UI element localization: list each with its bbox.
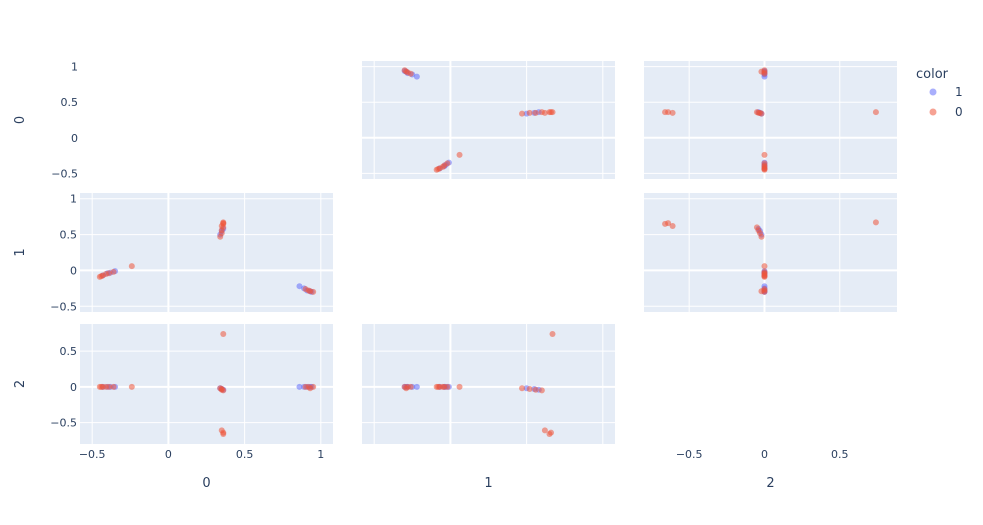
panel-0-vs-1 <box>362 61 615 179</box>
point-series-0-18-0-vs-1 <box>403 68 410 75</box>
point-series-0-18-1-vs-2 <box>758 288 765 295</box>
point-series-0-8-2-vs-1 <box>456 383 463 390</box>
point-series-0-5-2-vs-1 <box>526 386 533 392</box>
point-series-0-0-2-vs-0 <box>220 331 227 337</box>
point-series-0-14-2-vs-1 <box>433 383 440 390</box>
point-series-0-7-2-vs-1 <box>538 387 545 394</box>
point-series-1-4-1-vs-0 <box>296 283 303 290</box>
panel-0-vs-2 <box>644 61 897 179</box>
point-series-0-18-0-vs-2 <box>758 68 765 75</box>
point-series-0-14-0-vs-1 <box>433 166 440 173</box>
panels-layer <box>80 61 897 444</box>
x-tick-label-0-0: −0.5 <box>79 448 106 461</box>
legend-marker-0 <box>929 108 937 116</box>
point-series-0-8-2-vs-0 <box>128 383 135 390</box>
x-axis-title-0: 0 <box>202 476 210 491</box>
point-series-0-5-0-vs-1 <box>526 109 533 116</box>
point-series-0-2-1-vs-2 <box>662 220 669 227</box>
point-series-0-18-2-vs-0 <box>307 385 314 392</box>
y-axis-title-2: 2 <box>13 380 28 388</box>
point-series-0-8-1-vs-2 <box>761 263 768 270</box>
point-series-0-3-2-vs-1 <box>541 427 548 434</box>
x-axis-title-2: 2 <box>766 476 774 491</box>
panel-2-vs-1 <box>362 324 615 444</box>
legend: color 1 0 <box>916 67 963 119</box>
point-series-0-7-2-vs-0 <box>220 387 227 394</box>
points-layer <box>96 67 879 437</box>
y-tick-label-0-0: −0.5 <box>51 167 78 180</box>
y-tick-label-0-1: 0 <box>71 132 78 145</box>
panel-bg-0-vs-1 <box>362 61 615 179</box>
x-tick-label-2-0: −0.5 <box>676 448 703 461</box>
point-series-0-8-0-vs-1 <box>456 151 463 158</box>
y-tick-label-2-1: 0 <box>70 381 77 394</box>
point-series-0-18-2-vs-1 <box>403 385 410 392</box>
point-series-0-2-2-vs-1 <box>546 431 553 437</box>
point-series-0-14-1-vs-2 <box>761 273 768 280</box>
legend-label-1: 1 <box>955 85 963 99</box>
panel-bg-2-vs-1 <box>362 324 615 444</box>
legend-item-0[interactable]: 0 <box>929 105 963 119</box>
point-series-0-7-1-vs-2 <box>753 224 760 231</box>
point-series-0-2-0-vs-1 <box>546 109 553 116</box>
point-series-0-14-0-vs-2 <box>761 166 768 173</box>
ticks-layer: −0.5 0 0.5 1 −0.5 0 0.5 1 −0.5 0 0.5 −0.5 0 0.5 1 −0.5 0… <box>50 61 848 461</box>
point-series-0-7-1-vs-0 <box>220 224 227 231</box>
x-axis-title-1: 1 <box>484 476 492 491</box>
panel-bg-1-vs-0 <box>80 193 333 312</box>
legend-title: color <box>916 67 949 82</box>
y-tick-label-1-0: −0.5 <box>50 300 77 313</box>
x-tick-label-0-1: 0 <box>165 448 172 461</box>
y-tick-label-2-0: −0.5 <box>50 417 77 430</box>
y-tick-label-0-2: 0.5 <box>61 96 79 109</box>
panel-bg-0-vs-2 <box>644 61 897 179</box>
point-series-1-4-2-vs-1 <box>413 383 420 390</box>
y-tick-label-1-2: 0.5 <box>60 229 78 242</box>
point-series-0-14-1-vs-0 <box>96 273 103 280</box>
y-axis-title-1: 1 <box>13 248 28 256</box>
panel-2-vs-0 <box>80 324 333 444</box>
point-series-1-4-2-vs-0 <box>296 383 303 390</box>
point-series-0-0-1-vs-2 <box>872 219 879 226</box>
x-tick-label-2-1: 0 <box>761 448 768 461</box>
point-series-0-9-2-vs-0 <box>110 383 117 390</box>
point-series-0-7-0-vs-2 <box>753 109 760 116</box>
x-tick-label-0-3: 1 <box>317 448 324 461</box>
point-series-0-0-0-vs-2 <box>872 109 879 116</box>
point-series-0-14-2-vs-0 <box>96 383 103 390</box>
point-series-0-4-0-vs-1 <box>519 110 526 117</box>
y-axis-title-0: 0 <box>13 116 28 124</box>
point-series-0-9-1-vs-0 <box>110 268 117 275</box>
panel-1-vs-2 <box>644 193 897 312</box>
panel-1-vs-0 <box>80 193 333 312</box>
point-series-0-4-2-vs-1 <box>519 385 526 392</box>
point-series-0-3-1-vs-2 <box>669 222 676 229</box>
point-series-0-6-0-vs-1 <box>532 109 539 116</box>
point-series-0-6-2-vs-1 <box>532 386 539 393</box>
point-series-1-4-0-vs-1 <box>413 73 420 80</box>
x-tick-label-0-2: 0.5 <box>236 448 254 461</box>
y-tick-label-2-2: 0.5 <box>60 345 78 358</box>
point-series-0-7-0-vs-1 <box>538 109 545 116</box>
y-tick-label-1-3: 1 <box>70 193 77 206</box>
point-series-0-2-0-vs-2 <box>662 109 669 116</box>
point-series-0-3-2-vs-0 <box>218 427 225 434</box>
panel-bg-1-vs-2 <box>644 193 897 312</box>
point-series-0-8-1-vs-0 <box>128 263 135 270</box>
x-tick-label-2-2: 0.5 <box>831 448 849 461</box>
y-tick-label-0-3: 1 <box>71 61 78 74</box>
point-series-0-0-2-vs-1 <box>549 331 556 337</box>
point-series-0-3-0-vs-2 <box>669 109 676 116</box>
y-tick-label-1-1: 0 <box>70 264 77 277</box>
legend-item-1[interactable]: 1 <box>929 85 963 99</box>
legend-label-0: 0 <box>955 105 963 119</box>
point-series-0-8-0-vs-2 <box>761 151 768 158</box>
axis-titles-layer: 0 1 2 0 1 2 <box>13 116 775 491</box>
point-series-0-18-1-vs-0 <box>307 288 314 295</box>
panel-bg-2-vs-0 <box>80 324 333 444</box>
legend-marker-1 <box>929 88 937 96</box>
